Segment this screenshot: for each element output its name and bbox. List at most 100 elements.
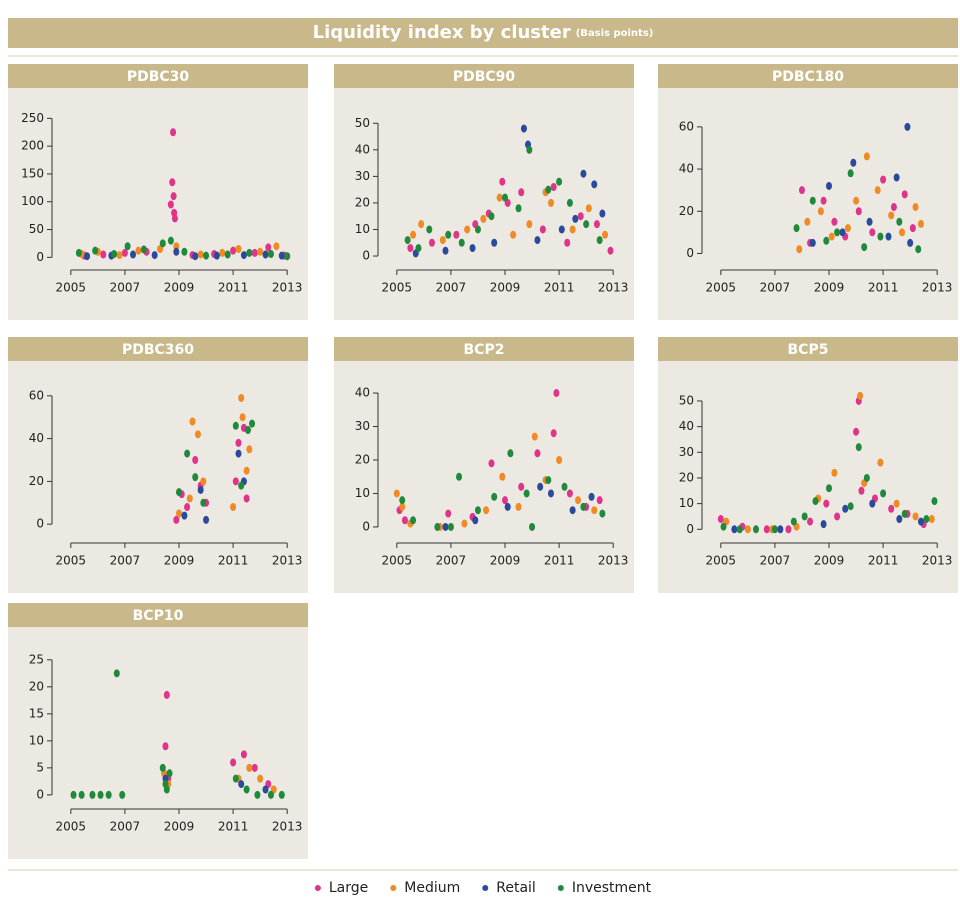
point <box>203 251 210 260</box>
point <box>243 494 250 503</box>
point <box>70 790 77 799</box>
point <box>752 525 759 534</box>
point <box>162 742 169 751</box>
point <box>731 525 738 534</box>
page-title: Liquidity index by cluster (Basis points) <box>313 22 654 43</box>
point <box>607 246 614 255</box>
y-tick-label: 20 <box>355 195 370 209</box>
y-tick-label: 50 <box>355 116 370 130</box>
y-tick-label: 20 <box>679 470 694 484</box>
point <box>458 238 465 247</box>
x-tick-label: 2007 <box>760 554 791 568</box>
point <box>531 432 538 441</box>
y-tick-label: 40 <box>679 162 694 176</box>
point <box>445 509 452 518</box>
point <box>235 438 242 447</box>
point <box>240 750 247 759</box>
point <box>744 525 751 534</box>
x-tick-label: 2009 <box>164 820 195 834</box>
point <box>812 497 819 506</box>
point <box>904 122 911 131</box>
point <box>828 232 835 241</box>
x-tick-label: 2013 <box>272 554 303 568</box>
point <box>534 449 541 458</box>
x-tick-label: 2005 <box>382 281 413 295</box>
panel-title: BCP10 <box>133 608 184 624</box>
point <box>502 496 508 505</box>
point <box>880 489 887 498</box>
x-tick-label: 2005 <box>56 820 87 834</box>
y-tick-label: 40 <box>355 142 370 156</box>
point <box>426 225 433 234</box>
x-tick-label: 2011 <box>868 554 899 568</box>
x-tick-label: 2009 <box>490 554 521 568</box>
y-tick-label: 20 <box>29 474 44 488</box>
legend-label: Retail <box>496 880 536 896</box>
point <box>407 244 414 253</box>
point <box>100 250 107 259</box>
point <box>547 198 554 207</box>
point <box>931 497 938 506</box>
x-tick-label: 2005 <box>56 554 87 568</box>
point <box>246 248 253 257</box>
y-tick-label: 40 <box>355 386 370 400</box>
point <box>399 502 406 511</box>
point <box>526 220 533 229</box>
point <box>238 393 245 402</box>
y-tick-label: 50 <box>679 393 694 407</box>
x-tick-label: 2013 <box>598 281 629 295</box>
point <box>194 430 201 439</box>
point <box>569 225 576 234</box>
point <box>428 238 435 247</box>
y-tick-label: 10 <box>355 486 370 500</box>
title-bar <box>8 18 958 48</box>
point <box>826 484 832 493</box>
point <box>257 247 264 256</box>
y-tick-label: 0 <box>686 522 694 536</box>
point <box>588 492 595 501</box>
point <box>847 502 854 511</box>
point <box>785 525 792 534</box>
point <box>834 512 841 521</box>
x-tick-label: 2013 <box>598 554 629 568</box>
point <box>869 228 876 237</box>
point <box>176 488 182 497</box>
point <box>580 502 587 511</box>
point <box>84 252 91 261</box>
point <box>393 489 400 498</box>
panel-title: BCP5 <box>788 342 829 358</box>
point <box>790 517 797 526</box>
y-tick-label: 5 <box>36 760 44 774</box>
point <box>496 193 503 202</box>
point <box>488 212 495 221</box>
point <box>798 186 805 195</box>
point <box>855 443 862 452</box>
point <box>434 522 441 531</box>
title-text: Liquidity index by cluster <box>313 22 571 43</box>
x-tick-label: 2011 <box>218 554 249 568</box>
point <box>273 242 280 251</box>
point <box>888 504 895 513</box>
y-tick-label: 20 <box>679 204 694 218</box>
point <box>820 520 827 529</box>
point <box>736 525 743 534</box>
x-tick-label: 2005 <box>56 281 87 295</box>
point <box>558 225 565 234</box>
panel <box>334 337 634 593</box>
point <box>235 244 242 253</box>
point <box>593 220 600 229</box>
point <box>572 214 579 223</box>
y-tick-label: 0 <box>686 246 694 260</box>
point <box>561 482 568 491</box>
point <box>230 503 237 512</box>
point <box>262 250 269 259</box>
point <box>556 456 563 464</box>
y-tick-label: 50 <box>29 222 44 236</box>
point <box>583 220 590 229</box>
y-tick-label: 0 <box>362 519 370 533</box>
point <box>928 515 935 524</box>
point <box>246 445 253 454</box>
point <box>809 238 816 247</box>
point <box>874 186 881 195</box>
